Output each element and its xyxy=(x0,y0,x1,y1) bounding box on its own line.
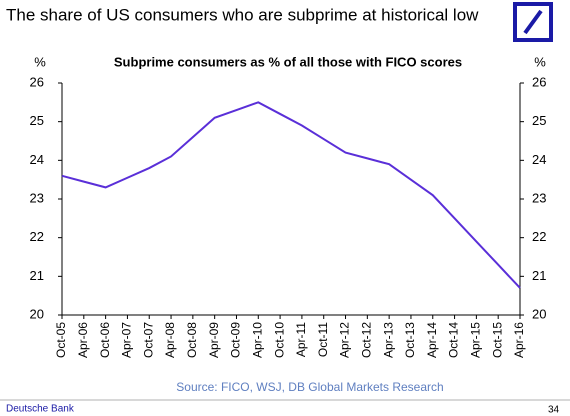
y2-axis-label: % xyxy=(534,54,546,69)
x-tick-label: Apr-09 xyxy=(207,322,221,358)
x-tick-label: Oct-08 xyxy=(185,322,199,358)
x-tick-label: Apr-16 xyxy=(512,322,526,358)
x-tick-label: Apr-10 xyxy=(250,322,264,358)
chart-title: Subprime consumers as % of all those wit… xyxy=(114,54,462,69)
x-tick-label: Apr-13 xyxy=(381,322,395,358)
x-tick-label: Oct-10 xyxy=(272,322,286,358)
page-title: The share of US consumers who are subpri… xyxy=(6,5,479,24)
x-tick-label: Apr-07 xyxy=(120,322,134,358)
x-tick-label: Oct-06 xyxy=(98,322,112,358)
x-tick-label: Oct-11 xyxy=(316,322,330,357)
y-tick-label: 21 xyxy=(30,268,44,283)
x-tick-label: Oct-09 xyxy=(229,322,243,358)
footer: Deutsche Bank xyxy=(6,404,75,415)
y2-tick-label: 23 xyxy=(532,190,546,205)
y2-tick-label: 20 xyxy=(532,306,546,321)
y-tick-label: 25 xyxy=(30,113,44,128)
logo-box xyxy=(513,2,553,42)
x-tick-label: Apr-11 xyxy=(294,322,308,357)
x-tick-label: Apr-15 xyxy=(469,322,483,358)
y-axis-label: % xyxy=(34,54,46,69)
y-tick-label: 24 xyxy=(30,152,44,167)
x-tick-label: Apr-12 xyxy=(338,322,352,358)
data-line xyxy=(61,101,521,289)
y-tick-label: 20 xyxy=(30,306,44,321)
x-tick-label: Oct-12 xyxy=(360,322,374,358)
x-tick-label: Oct-05 xyxy=(54,322,68,358)
y2-tick-label: 24 xyxy=(532,152,546,167)
x-tick-label: Oct-14 xyxy=(447,322,461,358)
logo-slash xyxy=(523,9,543,35)
y2-tick-label: 21 xyxy=(532,268,546,283)
source: Source: FICO, WSJ, DB Global Markets Res… xyxy=(176,380,443,394)
y-tick-label: 22 xyxy=(30,229,44,244)
x-tick-label: Oct-07 xyxy=(141,322,155,358)
y2-tick-label: 26 xyxy=(532,74,546,89)
page-number: 34 xyxy=(548,405,560,416)
y-tick-label: 23 xyxy=(30,190,44,205)
x-tick-label: Apr-06 xyxy=(76,322,90,358)
y-tick-label: 26 xyxy=(30,74,44,89)
x-tick-label: Oct-13 xyxy=(403,322,417,358)
logo xyxy=(513,2,553,42)
y2-tick-label: 22 xyxy=(532,229,546,244)
x-tick-label: Apr-08 xyxy=(163,322,177,358)
y2-tick-label: 25 xyxy=(532,113,546,128)
x-tick-label: Apr-14 xyxy=(425,322,439,358)
x-tick-label: Oct-15 xyxy=(490,322,504,358)
